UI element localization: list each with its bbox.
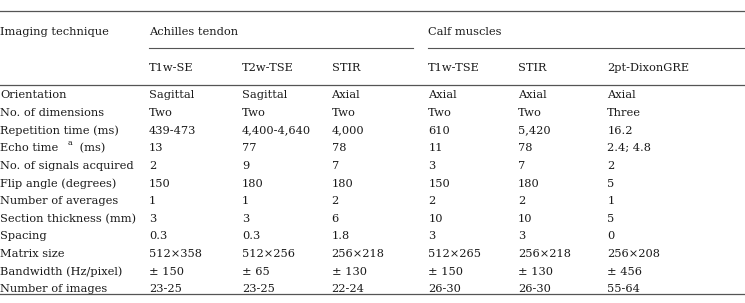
Text: Two: Two — [518, 108, 542, 118]
Text: 5: 5 — [607, 214, 615, 224]
Text: 22-24: 22-24 — [332, 284, 364, 295]
Text: 10: 10 — [518, 214, 532, 224]
Text: Achilles tendon: Achilles tendon — [149, 27, 238, 37]
Text: 78: 78 — [332, 143, 346, 153]
Text: Axial: Axial — [518, 90, 546, 101]
Text: 256×218: 256×218 — [518, 249, 571, 259]
Text: 3: 3 — [428, 231, 436, 241]
Text: 180: 180 — [242, 178, 264, 188]
Text: 1: 1 — [149, 196, 156, 206]
Text: Axial: Axial — [607, 90, 635, 101]
Text: Calf muscles: Calf muscles — [428, 27, 502, 37]
Text: 3: 3 — [428, 161, 436, 171]
Text: 6: 6 — [332, 214, 339, 224]
Text: STIR: STIR — [518, 63, 546, 73]
Text: 256×218: 256×218 — [332, 249, 384, 259]
Text: 180: 180 — [332, 178, 353, 188]
Text: Sagittal: Sagittal — [149, 90, 194, 101]
Text: 78: 78 — [518, 143, 532, 153]
Text: 0.3: 0.3 — [242, 231, 260, 241]
Text: 150: 150 — [149, 178, 171, 188]
Text: 11: 11 — [428, 143, 443, 153]
Text: 2: 2 — [149, 161, 156, 171]
Text: Number of averages: Number of averages — [0, 196, 118, 206]
Text: 180: 180 — [518, 178, 539, 188]
Text: 2: 2 — [518, 196, 525, 206]
Text: Flip angle (degrees): Flip angle (degrees) — [0, 178, 116, 189]
Text: 77: 77 — [242, 143, 256, 153]
Text: 2: 2 — [607, 161, 615, 171]
Text: STIR: STIR — [332, 63, 360, 73]
Text: Spacing: Spacing — [0, 231, 47, 241]
Text: 26-30: 26-30 — [518, 284, 551, 295]
Text: 2: 2 — [332, 196, 339, 206]
Text: ± 150: ± 150 — [428, 267, 463, 277]
Text: T2w-TSE: T2w-TSE — [242, 63, 294, 73]
Text: 3: 3 — [518, 231, 525, 241]
Text: 439-473: 439-473 — [149, 126, 197, 136]
Text: 13: 13 — [149, 143, 163, 153]
Text: No. of signals acquired: No. of signals acquired — [0, 161, 133, 171]
Text: Two: Two — [332, 108, 355, 118]
Text: Repetition time (ms): Repetition time (ms) — [0, 125, 119, 136]
Text: Two: Two — [149, 108, 173, 118]
Text: Sagittal: Sagittal — [242, 90, 288, 101]
Text: 150: 150 — [428, 178, 450, 188]
Text: Orientation: Orientation — [0, 90, 66, 101]
Text: 4,400-4,640: 4,400-4,640 — [242, 126, 311, 136]
Text: 9: 9 — [242, 161, 250, 171]
Text: 2pt-DixonGRE: 2pt-DixonGRE — [607, 63, 689, 73]
Text: 3: 3 — [149, 214, 156, 224]
Text: 256×208: 256×208 — [607, 249, 660, 259]
Text: 5,420: 5,420 — [518, 126, 551, 136]
Text: 23-25: 23-25 — [242, 284, 275, 295]
Text: 3: 3 — [242, 214, 250, 224]
Text: 610: 610 — [428, 126, 450, 136]
Text: Matrix size: Matrix size — [0, 249, 65, 259]
Text: 1: 1 — [242, 196, 250, 206]
Text: 512×358: 512×358 — [149, 249, 202, 259]
Text: 2: 2 — [428, 196, 436, 206]
Text: Echo time: Echo time — [0, 143, 62, 153]
Text: 1: 1 — [607, 196, 615, 206]
Text: Axial: Axial — [332, 90, 360, 101]
Text: 7: 7 — [332, 161, 339, 171]
Text: Axial: Axial — [428, 90, 457, 101]
Text: Bandwidth (Hz/pixel): Bandwidth (Hz/pixel) — [0, 266, 122, 277]
Text: T1w-SE: T1w-SE — [149, 63, 194, 73]
Text: Imaging technique: Imaging technique — [0, 27, 109, 37]
Text: 512×265: 512×265 — [428, 249, 481, 259]
Text: ± 130: ± 130 — [518, 267, 553, 277]
Text: Two: Two — [242, 108, 266, 118]
Text: ± 130: ± 130 — [332, 267, 367, 277]
Text: 23-25: 23-25 — [149, 284, 182, 295]
Text: 1.8: 1.8 — [332, 231, 349, 241]
Text: Number of images: Number of images — [0, 284, 107, 295]
Text: ± 65: ± 65 — [242, 267, 270, 277]
Text: 4,000: 4,000 — [332, 126, 364, 136]
Text: T1w-TSE: T1w-TSE — [428, 63, 480, 73]
Text: Section thickness (mm): Section thickness (mm) — [0, 214, 136, 224]
Text: 0: 0 — [607, 231, 615, 241]
Text: ± 150: ± 150 — [149, 267, 184, 277]
Text: 10: 10 — [428, 214, 443, 224]
Text: a: a — [68, 139, 72, 147]
Text: Two: Two — [428, 108, 452, 118]
Text: 16.2: 16.2 — [607, 126, 633, 136]
Text: Three: Three — [607, 108, 641, 118]
Text: 2.4; 4.8: 2.4; 4.8 — [607, 143, 651, 153]
Text: 55-64: 55-64 — [607, 284, 640, 295]
Text: 0.3: 0.3 — [149, 231, 167, 241]
Text: (ms): (ms) — [76, 143, 105, 154]
Text: 26-30: 26-30 — [428, 284, 461, 295]
Text: 5: 5 — [607, 178, 615, 188]
Text: 7: 7 — [518, 161, 525, 171]
Text: No. of dimensions: No. of dimensions — [0, 108, 104, 118]
Text: ± 456: ± 456 — [607, 267, 642, 277]
Text: 512×256: 512×256 — [242, 249, 295, 259]
